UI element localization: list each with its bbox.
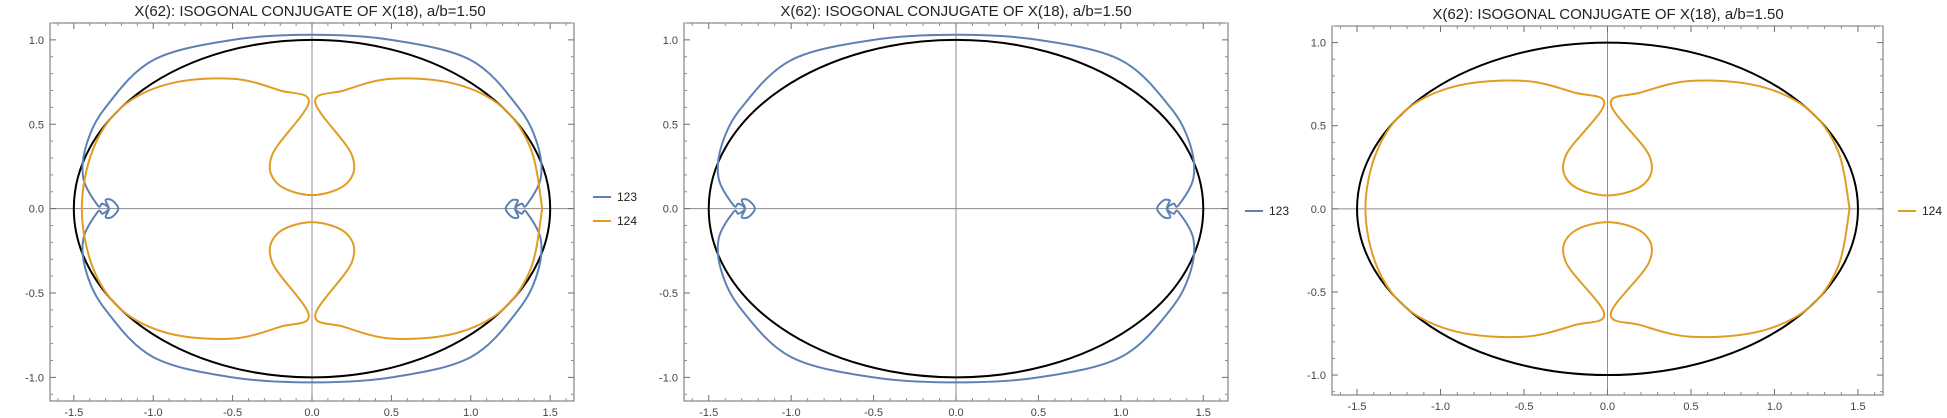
y-tick-label: -1.0 — [659, 372, 678, 384]
y-tick-label: 0.5 — [663, 119, 678, 131]
series-line-124 — [80, 77, 544, 340]
y-tick-label: -1.0 — [25, 372, 44, 384]
x-tick-label: -0.5 — [864, 407, 883, 418]
legend-label-123: 123 — [617, 190, 637, 204]
x-tick-label: -1.5 — [64, 407, 83, 418]
x-tick-label: 0.5 — [1031, 407, 1046, 418]
y-tick-label: -0.5 — [25, 288, 44, 300]
x-tick-label: 1.0 — [1113, 407, 1128, 418]
y-tick-label: 0.5 — [1311, 121, 1326, 133]
y-tick-label: 0.5 — [29, 119, 44, 131]
chart-title: X(62): ISOGONAL CONJUGATE OF X(18), a/b=… — [134, 3, 485, 20]
chart-title: X(62): ISOGONAL CONJUGATE OF X(18), a/b=… — [780, 3, 1131, 20]
x-tick-label: 0.5 — [384, 407, 399, 418]
y-tick-label: 0.0 — [663, 204, 678, 216]
x-tick-label: -1.0 — [144, 407, 163, 418]
chart-panel-1: X(62): ISOGONAL CONJUGATE OF X(18), a/b=… — [25, 3, 637, 418]
x-tick-label: -1.5 — [1348, 401, 1367, 413]
y-tick-label: -0.5 — [659, 288, 678, 300]
reference-ellipse — [707, 38, 1205, 379]
reference-ellipse — [72, 38, 552, 379]
x-tick-label: -0.5 — [1515, 401, 1534, 413]
x-tick-label: 0.0 — [948, 407, 963, 418]
x-tick-label: 1.0 — [463, 407, 478, 418]
chart-title: X(62): ISOGONAL CONJUGATE OF X(18), a/b=… — [1432, 6, 1783, 23]
reference-ellipse — [1356, 41, 1859, 377]
x-tick-label: -1.0 — [1431, 401, 1450, 413]
y-tick-label: -0.5 — [1307, 287, 1326, 299]
y-tick-label: 1.0 — [29, 35, 44, 47]
legend-label-124: 124 — [1922, 204, 1942, 218]
legend-label-124: 124 — [617, 214, 637, 228]
x-tick-label: 0.5 — [1683, 401, 1698, 413]
y-tick-label: 1.0 — [1311, 38, 1326, 50]
y-tick-label: 0.0 — [29, 204, 44, 216]
x-tick-label: 1.5 — [1850, 401, 1865, 413]
x-tick-label: 1.5 — [1196, 407, 1211, 418]
series-line-123 — [716, 33, 1196, 384]
x-tick-label: 0.0 — [304, 407, 319, 418]
y-tick-label: 0.0 — [1311, 204, 1326, 216]
x-tick-label: -1.5 — [699, 407, 718, 418]
series-line-123 — [81, 33, 543, 384]
series-line-124 — [1364, 79, 1851, 339]
x-tick-label: 0.0 — [1600, 401, 1615, 413]
legend-label-123: 123 — [1269, 204, 1289, 218]
y-tick-label: 1.0 — [663, 35, 678, 47]
y-tick-label: -1.0 — [1307, 370, 1326, 382]
x-tick-label: 1.5 — [543, 407, 558, 418]
x-tick-label: -1.0 — [782, 407, 801, 418]
x-tick-label: -0.5 — [223, 407, 242, 418]
chart-panel-2: X(62): ISOGONAL CONJUGATE OF X(18), a/b=… — [659, 3, 1289, 418]
x-tick-label: 1.0 — [1767, 401, 1782, 413]
chart-panel-3: X(62): ISOGONAL CONJUGATE OF X(18), a/b=… — [1307, 6, 1942, 413]
